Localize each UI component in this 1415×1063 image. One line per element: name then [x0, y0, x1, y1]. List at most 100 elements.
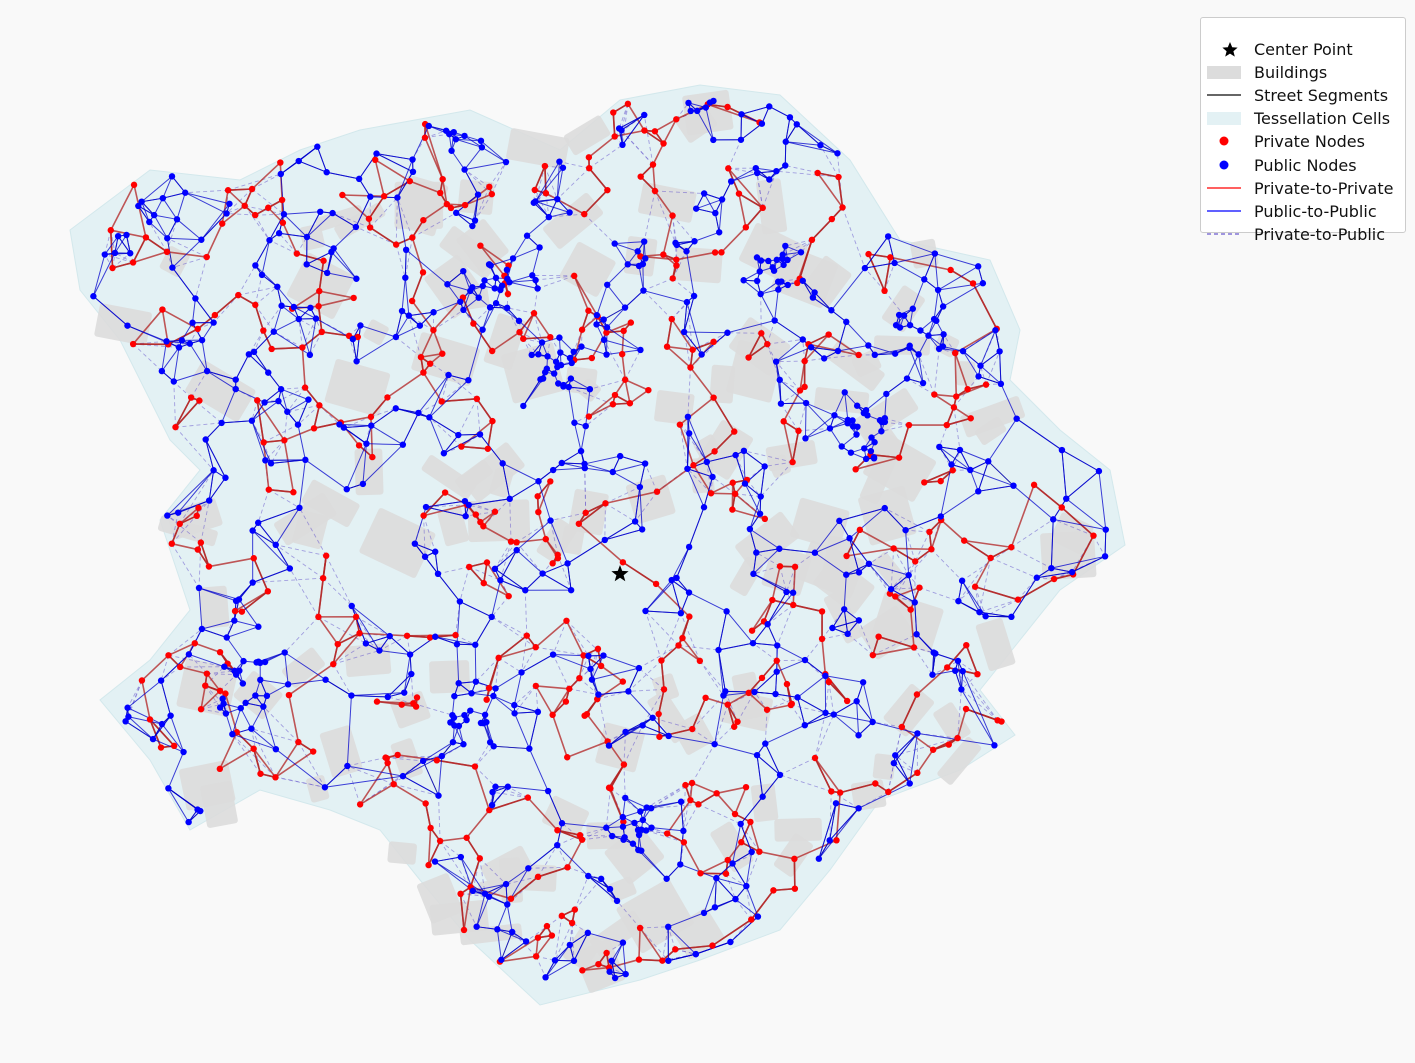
- public-node: [504, 783, 512, 790]
- public-node: [270, 328, 277, 335]
- public-node: [123, 231, 130, 239]
- legend-item-private-to-public: Private-to-Public: [1201, 223, 1405, 245]
- public-node: [605, 742, 613, 749]
- public-to-public-edge: [464, 135, 483, 148]
- private-node: [484, 445, 492, 452]
- public-to-public-edge: [765, 724, 806, 745]
- private-to-public-edge: [756, 552, 781, 567]
- public-to-public-edge: [618, 114, 645, 129]
- public-node: [1068, 568, 1076, 576]
- public-to-public-edge: [780, 402, 807, 405]
- public-to-public-edge: [749, 528, 780, 550]
- public-to-public-edge: [774, 289, 779, 321]
- public-node: [205, 497, 213, 504]
- private-to-public-edge: [396, 197, 413, 238]
- public-node: [409, 168, 417, 176]
- private-node: [724, 856, 731, 864]
- private-to-private-edge: [727, 692, 750, 706]
- private-node: [202, 682, 209, 689]
- public-node: [267, 460, 275, 467]
- public-node: [392, 333, 400, 341]
- private-to-private-edge: [727, 167, 764, 209]
- private-to-public-edge: [1053, 555, 1106, 580]
- public-node: [558, 820, 566, 827]
- private-node: [791, 563, 799, 571]
- private-to-private-edge: [763, 599, 774, 622]
- public-node: [754, 913, 762, 920]
- private-to-private-edge: [441, 179, 448, 205]
- private-to-public-edge: [621, 103, 629, 131]
- public-node: [368, 422, 375, 429]
- public-node: [773, 668, 780, 675]
- private-node: [541, 162, 549, 170]
- public-to-public-edge: [718, 611, 728, 651]
- private-to-public-edge: [737, 691, 755, 723]
- public-to-public-edge: [273, 331, 311, 356]
- public-to-public-edge: [396, 197, 407, 250]
- private-to-public-edge: [219, 674, 237, 692]
- public-node: [245, 351, 253, 358]
- public-to-public-edge: [326, 171, 360, 180]
- private-to-public-edge: [643, 277, 673, 291]
- public-to-public-edge: [802, 280, 814, 298]
- private-to-public-edge: [534, 165, 546, 202]
- public-to-public-edge: [252, 568, 291, 584]
- public-node: [198, 236, 205, 243]
- private-node: [673, 262, 680, 269]
- public-to-public-edge: [512, 246, 540, 259]
- public-node: [158, 367, 166, 375]
- public-to-public-edge: [612, 463, 646, 473]
- public-to-public-edge: [276, 286, 283, 306]
- private-to-public-edge: [979, 557, 992, 613]
- public-to-public-edge: [429, 379, 469, 418]
- private-node: [735, 190, 743, 197]
- public-node: [603, 351, 610, 358]
- private-node: [953, 393, 960, 400]
- private-node: [602, 500, 609, 507]
- public-node: [231, 617, 238, 624]
- public-to-public-edge: [92, 254, 106, 297]
- private-node: [299, 344, 306, 351]
- private-to-public-edge: [275, 776, 325, 788]
- public-node: [722, 688, 729, 695]
- private-to-public-edge: [779, 774, 832, 792]
- public-to-public-edge: [434, 551, 439, 574]
- private-to-public-edge: [226, 205, 245, 214]
- public-to-public-edge: [874, 353, 896, 356]
- public-node: [693, 205, 700, 212]
- public-to-public-edge: [356, 325, 361, 362]
- public-node: [619, 939, 627, 946]
- private-node: [828, 215, 836, 223]
- private-to-public-edge: [506, 307, 520, 333]
- public-node: [248, 725, 255, 732]
- public-to-public-edge: [177, 500, 210, 514]
- private-to-private-edge: [748, 692, 768, 711]
- private-to-private-edge: [214, 294, 239, 316]
- private-to-public-edge: [890, 561, 916, 590]
- public-node: [545, 213, 553, 221]
- public-node: [281, 649, 288, 656]
- private-to-private-edge: [573, 275, 590, 312]
- private-nodes-layer: [107, 100, 1097, 974]
- public-node: [363, 440, 370, 447]
- private-to-public-edge: [893, 762, 918, 774]
- public-to-public-edge: [894, 262, 925, 280]
- private-node: [943, 421, 950, 429]
- private-to-private-edge: [228, 188, 253, 191]
- private-node: [530, 310, 538, 317]
- public-to-public-edge: [309, 318, 317, 355]
- public-node: [185, 651, 193, 658]
- private-node: [582, 509, 589, 516]
- public-to-public-edge: [856, 701, 860, 736]
- public-node: [317, 208, 324, 215]
- private-to-public-edge: [474, 766, 496, 788]
- public-node: [570, 957, 578, 965]
- center-point-star-icon: [611, 565, 629, 582]
- private-node: [547, 333, 554, 341]
- private-to-private-edge: [110, 184, 135, 231]
- public-to-public-edge: [166, 469, 214, 516]
- public-node: [479, 326, 486, 333]
- building: [755, 178, 788, 235]
- private-node: [950, 404, 958, 411]
- private-node: [463, 834, 470, 841]
